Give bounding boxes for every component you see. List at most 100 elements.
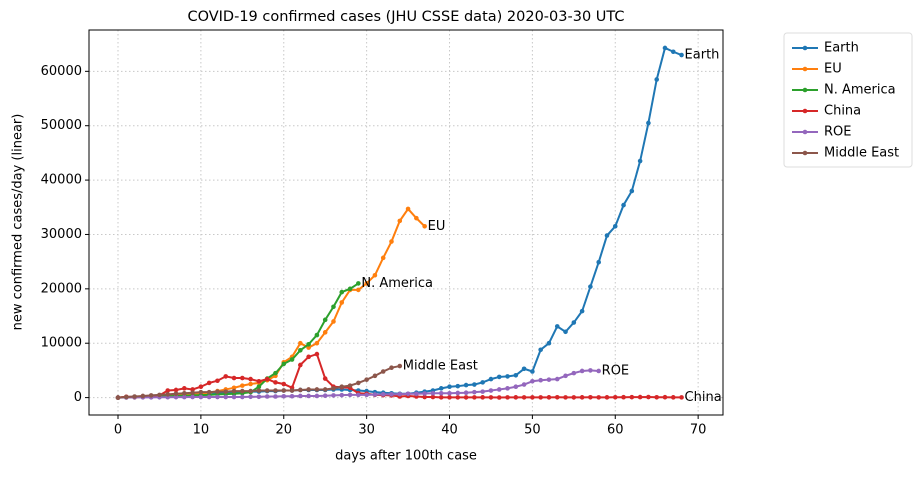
point <box>521 382 527 387</box>
point <box>256 388 262 393</box>
point <box>248 381 253 387</box>
point <box>298 340 303 346</box>
point <box>472 395 477 400</box>
point <box>132 394 137 399</box>
point <box>231 385 237 391</box>
point <box>554 324 560 329</box>
point <box>654 394 659 400</box>
point <box>554 376 560 382</box>
point <box>488 395 494 400</box>
point <box>281 393 287 399</box>
point <box>273 388 278 393</box>
point <box>571 370 577 376</box>
point <box>356 287 361 293</box>
legend-frame <box>783 32 913 168</box>
point <box>463 395 469 400</box>
legend-label: China <box>824 104 861 119</box>
point <box>637 158 643 164</box>
legend-label: EU <box>824 62 842 77</box>
point <box>173 387 179 393</box>
point <box>198 394 204 400</box>
point <box>438 390 444 396</box>
point <box>322 393 328 398</box>
point <box>281 388 287 393</box>
point <box>264 388 270 393</box>
x-tick-label: 50 <box>524 423 541 438</box>
point <box>629 394 635 400</box>
point <box>273 370 278 376</box>
point <box>248 388 253 394</box>
y-tick-label: 10000 <box>41 336 82 351</box>
point <box>472 389 477 395</box>
point <box>298 387 303 393</box>
point <box>140 393 146 399</box>
point <box>405 206 411 212</box>
point <box>455 395 461 400</box>
point <box>215 389 220 394</box>
point <box>182 390 187 396</box>
y-axis-label: new confirmed cases/day (linear) <box>11 114 26 331</box>
point <box>521 366 527 372</box>
legend-marker <box>802 150 808 156</box>
point <box>496 395 502 400</box>
point <box>646 394 651 400</box>
point <box>223 394 229 400</box>
x-tick-label: 20 <box>275 423 292 438</box>
point <box>306 342 311 347</box>
point <box>322 330 328 335</box>
point <box>588 394 593 400</box>
point <box>190 387 195 392</box>
y-tick-label: 40000 <box>41 173 82 188</box>
point <box>331 393 336 398</box>
point <box>190 390 195 396</box>
point <box>306 393 311 399</box>
point <box>115 395 121 400</box>
series-line <box>117 282 359 399</box>
point <box>488 388 494 393</box>
point <box>621 394 626 400</box>
point <box>198 384 204 390</box>
point <box>670 49 676 55</box>
point <box>389 392 394 397</box>
y-tick-label: 50000 <box>41 118 82 133</box>
point <box>488 376 494 382</box>
point <box>496 387 502 392</box>
point <box>256 394 262 400</box>
point <box>662 45 668 51</box>
chart-title: COVID-19 confirmed cases (JHU CSSE data)… <box>187 9 624 25</box>
point <box>231 375 237 381</box>
point <box>240 383 245 388</box>
point <box>289 357 295 362</box>
point <box>629 188 635 194</box>
point <box>538 395 543 400</box>
point <box>347 392 353 398</box>
point <box>281 381 287 387</box>
point <box>422 224 427 229</box>
point <box>182 394 187 400</box>
point <box>148 393 154 398</box>
point <box>397 363 403 369</box>
point <box>513 384 519 390</box>
point <box>521 395 527 400</box>
y-tick-label: 20000 <box>41 281 82 296</box>
point <box>422 394 427 400</box>
point <box>612 224 618 229</box>
point <box>596 259 601 265</box>
point <box>347 286 353 292</box>
point <box>538 377 543 383</box>
point <box>447 390 452 396</box>
point <box>654 77 659 82</box>
point <box>356 380 361 386</box>
point <box>206 389 212 395</box>
point <box>356 392 361 398</box>
point <box>496 374 502 380</box>
y-tick-label: 0 <box>74 390 82 405</box>
point <box>165 392 171 397</box>
point <box>273 380 278 385</box>
point <box>563 329 568 335</box>
point <box>447 384 452 390</box>
point <box>480 389 485 394</box>
point <box>546 395 552 400</box>
point <box>372 373 378 379</box>
point <box>579 308 585 314</box>
